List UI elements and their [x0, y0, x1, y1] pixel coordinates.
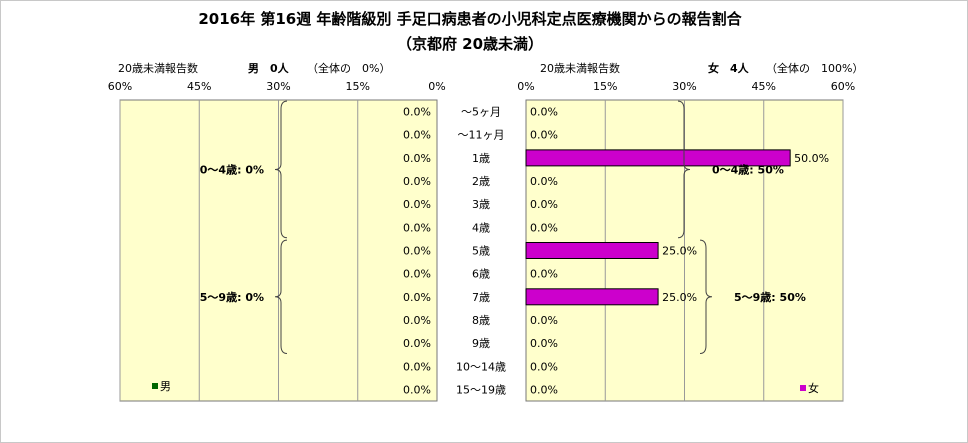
right-data-label: 0.0%: [530, 106, 558, 119]
right-bar: [525, 288, 659, 306]
left-data-label: 0.0%: [403, 152, 431, 165]
right-x-tick-label: 15%: [593, 80, 617, 93]
left-data-label: 0.0%: [403, 268, 431, 281]
left-legend-marker: [152, 383, 158, 389]
left-group-annotation: 0～4歳: 0%: [200, 162, 264, 176]
left-data-label: 0.0%: [403, 106, 431, 119]
left-x-tick-label: 30%: [266, 80, 290, 93]
right-legend-label: 女: [808, 381, 819, 395]
age-category-label: 15～19歳: [456, 383, 506, 396]
right-count-label: 20歳未満報告数: [540, 62, 620, 75]
left-data-label: 0.0%: [403, 175, 431, 188]
left-sex-count: 男 0人: [248, 62, 289, 75]
left-data-label: 0.0%: [403, 245, 431, 258]
right-group-annotation: 5～9歳: 50%: [734, 290, 806, 304]
age-category-label: 1歳: [472, 152, 490, 165]
right-legend-marker: [800, 385, 806, 391]
right-data-label: 0.0%: [530, 198, 558, 211]
right-data-label: 0.0%: [530, 337, 558, 350]
right-x-tick-label: 0%: [517, 80, 534, 93]
left-share: （全体の 0%）: [307, 62, 391, 75]
age-category-label: 10～14歳: [456, 360, 506, 373]
right-data-label: 25.0%: [662, 291, 697, 304]
chart-subtitle: （京都府 20歳未満）: [396, 35, 544, 53]
left-data-label: 0.0%: [403, 129, 431, 142]
right-x-tick-label: 30%: [672, 80, 696, 93]
right-data-label: 0.0%: [530, 360, 558, 373]
right-bar: [525, 242, 659, 259]
age-category-label: 8歳: [472, 314, 490, 327]
left-data-label: 0.0%: [403, 314, 431, 327]
right-data-label: 0.0%: [530, 383, 558, 396]
right-data-label: 0.0%: [530, 175, 558, 188]
right-group-brace: [677, 100, 691, 239]
age-category-label: 2歳: [472, 175, 490, 188]
right-data-label: 0.0%: [530, 314, 558, 327]
left-x-tick-label: 0%: [428, 80, 445, 93]
left-data-label: 0.0%: [403, 337, 431, 350]
right-x-tick-label: 60%: [831, 80, 855, 93]
right-x-tick-label: 45%: [752, 80, 776, 93]
right-data-label: 50.0%: [794, 152, 829, 165]
left-data-label: 0.0%: [403, 221, 431, 234]
chart-title: 2016年 第16週 年齢階級別 手足口病患者の小児科定点医療機関からの報告割合: [198, 10, 742, 28]
age-category-label: 3歳: [472, 198, 490, 211]
left-legend-label: 男: [160, 380, 171, 393]
right-group-brace: [699, 239, 713, 355]
age-category-label: 6歳: [472, 268, 490, 281]
left-data-label: 0.0%: [403, 198, 431, 211]
left-data-label: 0.0%: [403, 360, 431, 373]
right-sex-count: 女 4人: [708, 62, 749, 75]
left-count-label: 20歳未満報告数: [118, 62, 198, 75]
left-x-tick-label: 45%: [187, 80, 211, 93]
right-data-label: 0.0%: [530, 221, 558, 234]
age-category-label: 5歳: [472, 245, 490, 258]
left-x-tick-label: 15%: [346, 80, 370, 93]
right-data-label: 25.0%: [662, 245, 697, 258]
left-group-brace: [274, 239, 288, 355]
age-category-label: ～11ヶ月: [458, 129, 505, 142]
left-x-tick-label: 60%: [108, 80, 132, 93]
left-data-label: 0.0%: [403, 291, 431, 304]
left-group-brace: [274, 100, 288, 239]
left-group-annotation: 5～9歳: 0%: [200, 290, 264, 304]
left-data-label: 0.0%: [403, 383, 431, 396]
right-data-label: 0.0%: [530, 129, 558, 142]
right-share: （全体の 100%）: [766, 62, 864, 75]
right-group-annotation: 0～4歳: 50%: [712, 162, 784, 176]
age-category-label: ～5ヶ月: [461, 106, 501, 119]
right-data-label: 0.0%: [530, 268, 558, 281]
age-category-label: 9歳: [472, 337, 490, 350]
right-bar: [525, 149, 791, 167]
age-category-label: 7歳: [472, 291, 490, 304]
age-category-label: 4歳: [472, 221, 490, 234]
